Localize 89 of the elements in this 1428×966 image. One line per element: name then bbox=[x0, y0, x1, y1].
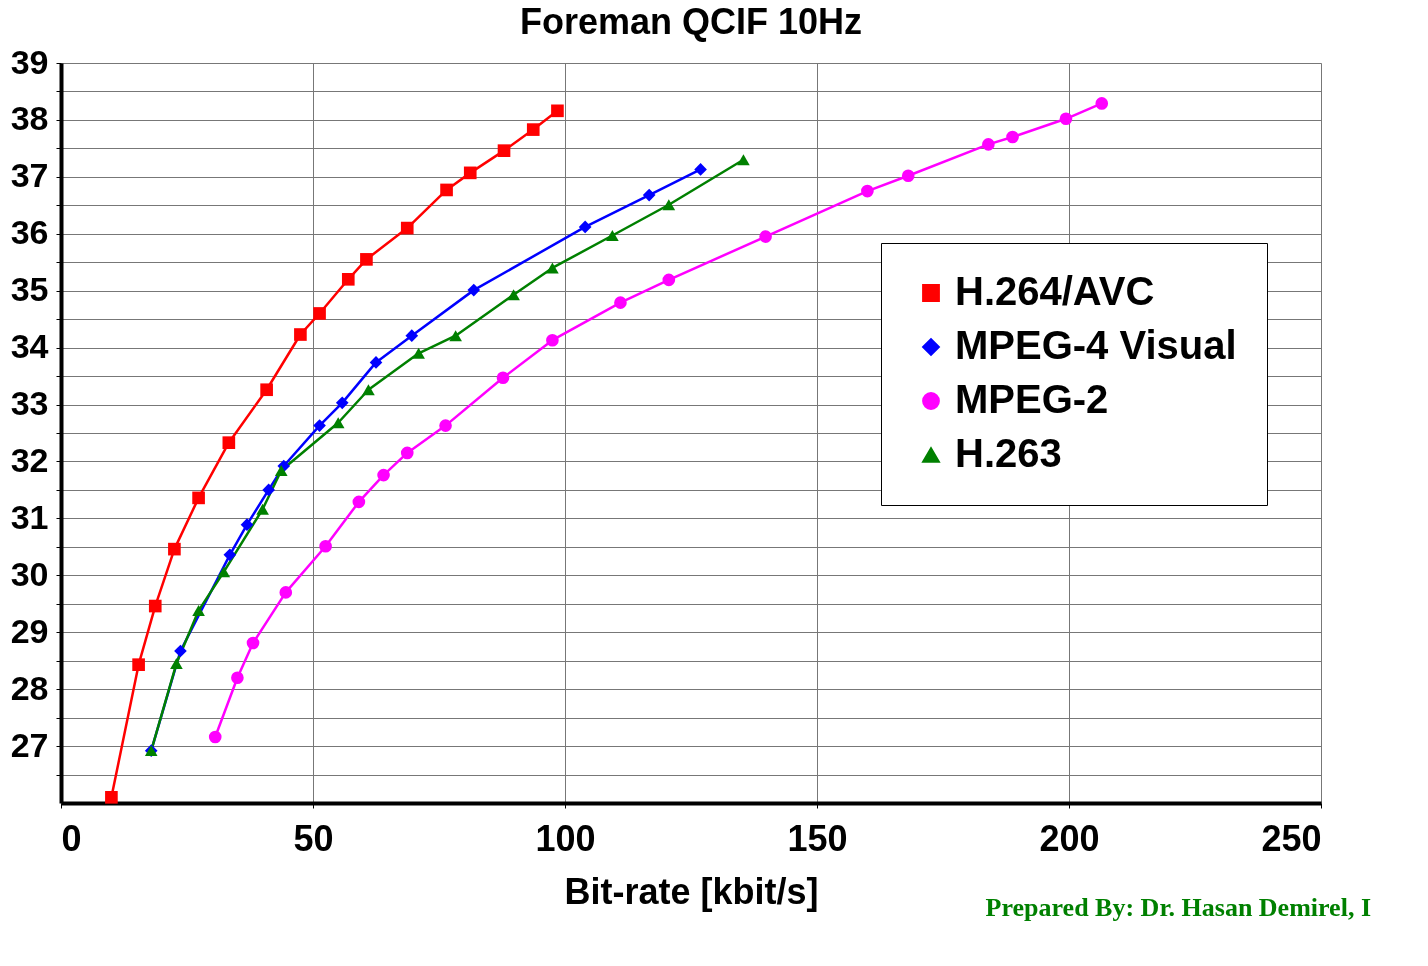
point bbox=[546, 262, 559, 274]
point bbox=[449, 330, 462, 342]
legend-label: MPEG-4 Visual bbox=[955, 323, 1237, 367]
y-tick-label: 31 bbox=[10, 497, 49, 536]
point bbox=[335, 396, 349, 410]
legend-label: MPEG-2 bbox=[955, 377, 1109, 421]
point bbox=[497, 144, 511, 157]
point bbox=[759, 230, 772, 243]
point bbox=[369, 356, 383, 369]
y-tick-label: 38 bbox=[10, 99, 49, 138]
point bbox=[256, 503, 269, 515]
point bbox=[694, 163, 707, 176]
point bbox=[331, 417, 345, 429]
chart-title: Foreman QCIF 10Hz bbox=[519, 1, 863, 42]
point bbox=[341, 272, 355, 286]
point bbox=[578, 220, 592, 234]
point bbox=[132, 658, 145, 671]
point bbox=[262, 483, 275, 497]
point bbox=[223, 548, 237, 562]
point bbox=[546, 333, 559, 347]
point bbox=[496, 371, 510, 385]
point bbox=[192, 491, 205, 505]
point bbox=[168, 542, 181, 556]
y-tick-label: 30 bbox=[10, 554, 49, 593]
point bbox=[1006, 130, 1019, 144]
point bbox=[240, 518, 254, 531]
x-tick-label: 250 bbox=[1261, 817, 1322, 859]
point bbox=[192, 605, 205, 617]
point bbox=[737, 154, 750, 166]
y-tick-label: 33 bbox=[10, 384, 49, 423]
point bbox=[662, 273, 676, 287]
point bbox=[400, 221, 414, 235]
legend-label: H.263 bbox=[955, 431, 1062, 475]
point bbox=[208, 730, 222, 744]
point bbox=[274, 465, 288, 477]
point bbox=[313, 307, 326, 320]
y-tick-label: 32 bbox=[10, 440, 49, 479]
point bbox=[901, 169, 915, 183]
y-tick-label: 34 bbox=[10, 327, 49, 366]
y-tick-label: 36 bbox=[10, 213, 49, 252]
point bbox=[463, 166, 477, 180]
x-tick-label: 50 bbox=[293, 817, 334, 859]
text: Prepared By: Dr. Hasan Demirel, I bbox=[985, 893, 1371, 922]
point bbox=[507, 289, 520, 301]
y-tick-label: 37 bbox=[10, 156, 49, 195]
point bbox=[352, 495, 366, 509]
point bbox=[526, 123, 540, 136]
point bbox=[231, 671, 244, 685]
point bbox=[606, 230, 619, 241]
x-tick-label: 100 bbox=[535, 817, 596, 859]
point bbox=[1095, 97, 1109, 110]
point bbox=[467, 283, 481, 297]
y-tick-label: 29 bbox=[10, 611, 49, 650]
x-tick-label: 0 bbox=[61, 817, 82, 859]
point bbox=[294, 328, 307, 341]
point bbox=[217, 566, 231, 578]
point bbox=[105, 790, 118, 804]
point bbox=[377, 468, 390, 482]
y-tick-label: 35 bbox=[10, 270, 49, 309]
y-tick-label: 27 bbox=[10, 725, 49, 764]
point bbox=[614, 296, 627, 309]
point bbox=[360, 253, 373, 266]
point bbox=[222, 436, 236, 449]
y-tick-label: 39 bbox=[10, 42, 49, 81]
point bbox=[982, 138, 995, 151]
legend-label: H.264/AVC bbox=[955, 269, 1155, 313]
y-tick-label: 28 bbox=[10, 668, 49, 707]
x-tick-label: 200 bbox=[1039, 817, 1100, 859]
x-tick-label: 150 bbox=[787, 817, 848, 859]
point bbox=[279, 586, 293, 599]
point bbox=[260, 383, 273, 397]
point bbox=[1059, 112, 1073, 126]
point bbox=[642, 188, 656, 202]
point bbox=[400, 446, 414, 460]
point bbox=[174, 644, 187, 658]
point bbox=[405, 329, 419, 342]
point bbox=[170, 658, 183, 670]
point bbox=[412, 347, 425, 359]
point bbox=[662, 199, 676, 211]
x-axis-title: Bit-rate [kbit/s] bbox=[564, 870, 819, 912]
point bbox=[440, 183, 453, 197]
point bbox=[439, 419, 452, 432]
point bbox=[362, 384, 375, 396]
point bbox=[551, 104, 564, 118]
point bbox=[148, 599, 162, 613]
point bbox=[861, 184, 874, 198]
point bbox=[313, 419, 326, 432]
point bbox=[246, 636, 260, 650]
point bbox=[319, 539, 332, 553]
